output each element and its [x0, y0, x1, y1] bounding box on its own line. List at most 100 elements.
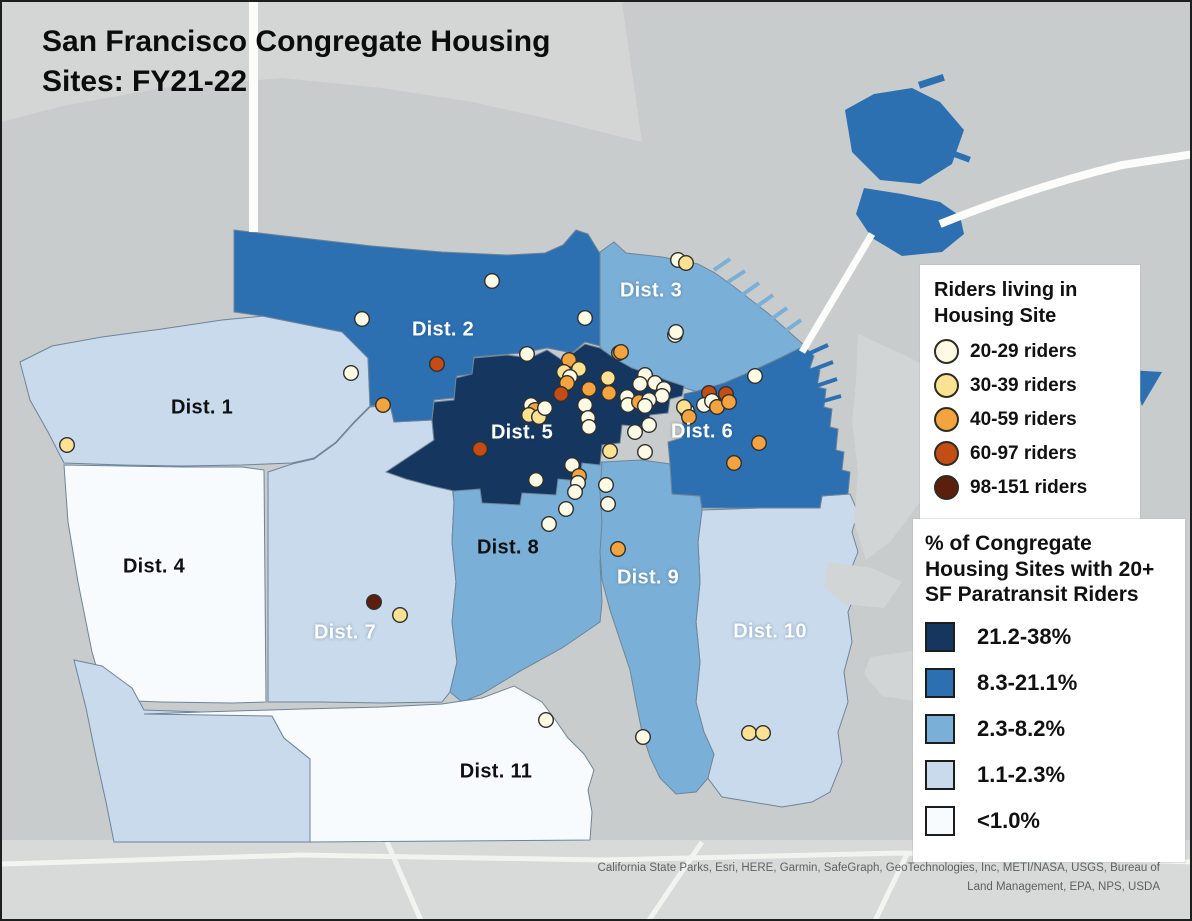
india-basin-shape	[824, 562, 902, 608]
housing-site-dot	[632, 376, 649, 393]
housing-site-dot	[567, 484, 584, 501]
housing-site-dot	[598, 477, 615, 494]
housing-site-dot	[581, 419, 598, 436]
attribution-line-2: Land Management, EPA, NPS, USDA	[967, 880, 1160, 893]
housing-site-dot	[613, 344, 630, 361]
housing-site-dot	[627, 424, 644, 441]
housing-site-dot	[641, 417, 658, 434]
district-legend-item: 21.2-38%	[925, 621, 1177, 652]
housing-site-dot	[472, 441, 489, 458]
housing-site-dot	[602, 443, 619, 460]
housing-site-dot	[726, 455, 743, 472]
housing-site-dot	[528, 472, 545, 489]
housing-site-dot	[59, 437, 76, 454]
riders-swatch-circle	[934, 373, 959, 398]
district-1-shape	[19, 315, 371, 467]
district-legend-item: 2.3-8.2%	[925, 713, 1177, 744]
district-legend-title: % of Congregate Housing Sites with 20+ S…	[925, 532, 1155, 607]
housing-site-dot	[721, 394, 738, 411]
housing-site-dot	[635, 729, 652, 746]
map-attribution: California State Parks, Esri, HERE, Garm…	[560, 859, 1160, 897]
riders-swatch-label: 60-97 riders	[970, 442, 1077, 464]
housing-site-dot	[343, 365, 360, 382]
riders-swatch-label: 98-151 riders	[970, 476, 1088, 498]
district-label-d9: Dist. 9	[616, 566, 680, 589]
housing-site-dot	[751, 435, 768, 452]
district-label-d8: Dist. 8	[476, 536, 540, 559]
riders-legend-title: Riders living in Housing Site	[934, 279, 1078, 327]
golden-gate-bridge-road	[249, 2, 258, 232]
attribution-line-1: California State Parks, Esri, HERE, Garm…	[597, 862, 1160, 874]
riders-legend: Riders living in Housing Site 20-29 ride…	[920, 265, 1140, 519]
housing-site-dot	[558, 501, 575, 518]
housing-site-dot	[375, 397, 392, 414]
title-line-2: Sites: FY21-22	[42, 64, 248, 98]
housing-site-dot	[354, 311, 371, 328]
districts-layer	[19, 229, 859, 843]
riders-swatch-circle	[934, 475, 959, 500]
district-swatch-label: <1.0%	[977, 807, 1040, 833]
district-9-shape	[599, 459, 715, 795]
district-2-shape	[233, 229, 609, 423]
title-line-1: San Francisco Congregate Housing	[42, 25, 551, 58]
riders-swatch-circle	[934, 339, 959, 364]
housing-site-dot	[601, 385, 618, 402]
housing-site-dot	[537, 400, 554, 417]
housing-site-dot	[581, 381, 598, 398]
riders-legend-item: 30-39 riders	[934, 373, 1130, 398]
housing-site-dot	[366, 594, 383, 611]
district-swatch-square	[925, 667, 955, 698]
housing-site-dot	[741, 725, 758, 742]
district-swatch-label: 8.3-21.1%	[977, 669, 1078, 695]
housing-site-dot	[541, 516, 558, 533]
page-title: San Francisco Congregate Housing Sites: …	[42, 22, 550, 101]
riders-swatch-label: 30-39 riders	[970, 374, 1077, 396]
housing-site-dot	[637, 398, 654, 415]
bay-bridge-west-span	[798, 232, 876, 354]
housing-site-dot	[755, 725, 772, 742]
district-label-d4: Dist. 4	[122, 555, 186, 578]
housing-site-dot	[610, 541, 627, 558]
district-swatch-label: 2.3-8.2%	[977, 715, 1066, 741]
riders-legend-item: 20-29 riders	[934, 339, 1130, 364]
district-swatch-label: 1.1-2.3%	[977, 761, 1066, 787]
housing-site-dot	[637, 444, 654, 461]
riders-swatch-label: 40-59 riders	[970, 408, 1077, 430]
housing-site-dot	[668, 324, 685, 341]
district-label-d6: Dist. 6	[670, 420, 734, 443]
district-10-shape	[695, 493, 859, 808]
housing-site-dot	[577, 310, 594, 327]
district-label-d7: Dist. 7	[313, 621, 377, 644]
bayview-point-shape	[864, 650, 920, 702]
district-swatch-square	[925, 759, 955, 790]
riders-legend-item: 98-151 riders	[934, 475, 1130, 500]
housing-site-dot	[392, 607, 409, 624]
district-8-shape	[449, 461, 605, 703]
district-swatch-square	[925, 805, 955, 836]
pier-stubs	[712, 257, 803, 334]
bay-bridge-east-span	[938, 150, 1190, 228]
housing-site-dot	[538, 712, 555, 729]
riders-swatch-circle	[934, 441, 959, 466]
housing-site-dot	[484, 273, 501, 290]
housing-site-dot	[681, 409, 698, 426]
district-label-d10: Dist. 10	[733, 620, 807, 643]
district-4-shape	[63, 464, 267, 704]
district-legend-item: 1.1-2.3%	[925, 759, 1177, 790]
district-label-d5: Dist. 5	[490, 421, 554, 444]
district-label-d2: Dist. 2	[411, 318, 475, 341]
district-percent-legend: % of Congregate Housing Sites with 20+ S…	[913, 519, 1185, 862]
riders-swatch-label: 20-29 riders	[970, 340, 1077, 362]
housing-site-dot	[678, 254, 695, 271]
riders-legend-item: 60-97 riders	[934, 441, 1130, 466]
district-11-shape	[143, 685, 595, 843]
riders-swatch-circle	[934, 407, 959, 432]
district-label-d11: Dist. 11	[459, 760, 533, 783]
housing-site-dot	[429, 356, 446, 373]
district-legend-item: 8.3-21.1%	[925, 667, 1177, 698]
housing-site-dot	[577, 397, 594, 414]
district-label-d1: Dist. 1	[170, 396, 234, 419]
district-swatch-label: 21.2-38%	[977, 623, 1072, 649]
